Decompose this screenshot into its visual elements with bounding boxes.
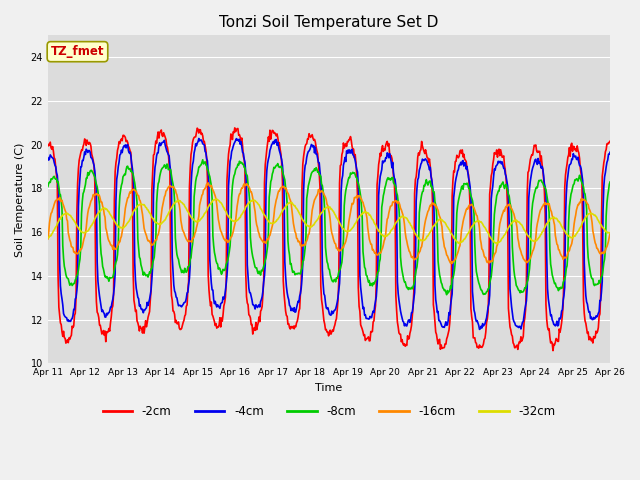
- -2cm: [549, 348, 557, 354]
- -32cm: [44, 235, 52, 241]
- -16cm: [415, 251, 422, 257]
- -8cm: [54, 179, 62, 184]
- Line: -2cm: -2cm: [48, 128, 610, 351]
- -16cm: [54, 196, 62, 202]
- -2cm: [231, 125, 239, 131]
- -4cm: [398, 315, 406, 321]
- -8cm: [415, 243, 422, 249]
- -2cm: [415, 150, 422, 156]
- -4cm: [169, 268, 177, 274]
- -4cm: [54, 183, 62, 189]
- -2cm: [54, 274, 62, 280]
- Line: -32cm: -32cm: [48, 199, 610, 244]
- -32cm: [169, 202, 177, 208]
- Legend: -2cm, -4cm, -8cm, -16cm, -32cm: -2cm, -4cm, -8cm, -16cm, -32cm: [98, 401, 560, 423]
- -16cm: [112, 246, 120, 252]
- -2cm: [398, 337, 406, 343]
- -32cm: [398, 214, 406, 219]
- -16cm: [448, 261, 456, 266]
- -2cm: [606, 138, 614, 144]
- -8cm: [606, 179, 614, 185]
- -8cm: [398, 268, 406, 274]
- -4cm: [112, 198, 120, 204]
- Text: TZ_fmet: TZ_fmet: [51, 45, 104, 58]
- -8cm: [199, 157, 207, 163]
- Line: -8cm: -8cm: [48, 160, 610, 295]
- -16cm: [204, 180, 212, 186]
- -32cm: [212, 196, 220, 202]
- -16cm: [199, 192, 207, 197]
- -2cm: [169, 308, 177, 314]
- Line: -4cm: -4cm: [48, 138, 610, 329]
- -32cm: [415, 236, 422, 241]
- -2cm: [44, 142, 52, 147]
- -2cm: [112, 160, 120, 166]
- -8cm: [44, 184, 52, 190]
- -4cm: [195, 135, 203, 141]
- -2cm: [199, 133, 207, 139]
- -8cm: [200, 161, 207, 167]
- -4cm: [415, 175, 422, 180]
- Line: -16cm: -16cm: [48, 183, 610, 264]
- Title: Tonzi Soil Temperature Set D: Tonzi Soil Temperature Set D: [220, 15, 438, 30]
- -4cm: [44, 155, 52, 160]
- -32cm: [493, 241, 500, 247]
- -8cm: [169, 181, 177, 187]
- X-axis label: Time: Time: [316, 383, 342, 393]
- -4cm: [606, 149, 614, 155]
- -32cm: [199, 214, 207, 220]
- -32cm: [54, 219, 62, 225]
- -4cm: [200, 142, 207, 147]
- -16cm: [44, 236, 52, 242]
- -16cm: [398, 209, 406, 215]
- -32cm: [112, 221, 120, 227]
- -16cm: [169, 184, 177, 190]
- -32cm: [606, 230, 614, 236]
- -16cm: [606, 230, 614, 236]
- -8cm: [443, 292, 451, 298]
- -8cm: [112, 259, 120, 265]
- -4cm: [476, 326, 483, 332]
- Y-axis label: Soil Temperature (C): Soil Temperature (C): [15, 142, 25, 256]
